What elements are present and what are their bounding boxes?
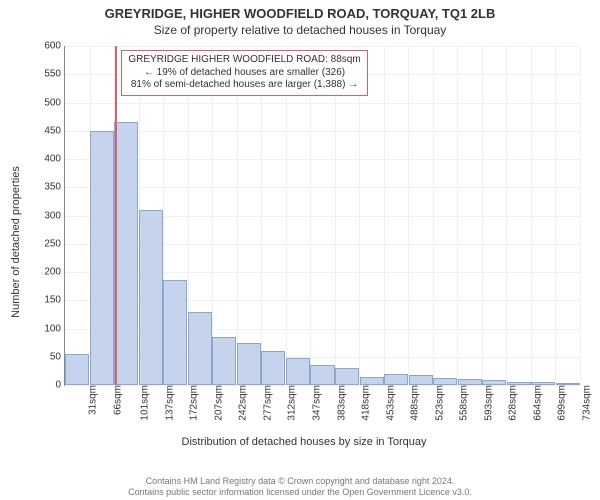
x-tick-label: 66sqm <box>110 385 123 415</box>
y-tick-label: 50 <box>50 351 65 362</box>
chart-title-sub: Size of property relative to detached ho… <box>0 21 600 41</box>
histogram-bar <box>261 351 285 385</box>
histogram-bar <box>310 365 334 385</box>
y-tick-label: 350 <box>44 182 65 193</box>
histogram-bar <box>556 383 580 385</box>
gridline-v <box>237 46 238 385</box>
x-tick-label: 383sqm <box>334 385 347 421</box>
gridline-v <box>555 46 556 385</box>
gridline-v <box>531 46 532 385</box>
histogram-bar <box>139 210 163 385</box>
histogram-bar <box>212 337 236 385</box>
chart-title-main: GREYRIDGE, HIGHER WOODFIELD ROAD, TORQUA… <box>0 0 600 21</box>
y-tick-label: 400 <box>44 154 65 165</box>
gridline-v <box>384 46 385 385</box>
y-tick-label: 450 <box>44 125 65 136</box>
y-tick-label: 550 <box>44 69 65 80</box>
histogram-bar <box>458 379 482 385</box>
histogram-bar <box>384 374 408 385</box>
y-tick-label: 200 <box>44 267 65 278</box>
annotation-line-1: GREYRIDGE HIGHER WOODFIELD ROAD: 88sqm <box>128 54 360 67</box>
y-tick-label: 600 <box>44 41 65 52</box>
x-tick-label: 523sqm <box>432 385 445 421</box>
gridline-v <box>335 46 336 385</box>
footer-attribution: Contains HM Land Registry data © Crown c… <box>0 476 600 498</box>
gridline-v <box>310 46 311 385</box>
y-axis-label: Number of detached properties <box>10 166 22 318</box>
footer-line-2: Contains public sector information licen… <box>0 487 600 498</box>
histogram-bar <box>114 122 138 385</box>
x-tick-label: 242sqm <box>236 385 249 421</box>
histogram-bar <box>286 358 310 385</box>
x-tick-label: 453sqm <box>383 385 396 421</box>
histogram-bar <box>335 368 359 385</box>
gridline-v <box>261 46 262 385</box>
gridline-v <box>433 46 434 385</box>
histogram-bar <box>531 382 555 385</box>
annotation-line-3: 81% of semi-detached houses are larger (… <box>128 79 360 92</box>
gridline-v <box>482 46 483 385</box>
gridline-h <box>65 46 580 47</box>
gridline-h <box>65 131 580 132</box>
gridline-v <box>408 46 409 385</box>
gridline-v <box>580 46 581 385</box>
y-tick-label: 0 <box>55 380 65 391</box>
histogram-bar <box>482 380 506 385</box>
gridline-v <box>286 46 287 385</box>
histogram-bar <box>409 375 433 385</box>
gridline-h <box>65 159 580 160</box>
x-tick-label: 207sqm <box>211 385 224 421</box>
y-tick-label: 150 <box>44 295 65 306</box>
y-tick-label: 500 <box>44 97 65 108</box>
x-tick-label: 628sqm <box>505 385 518 421</box>
y-tick-label: 300 <box>44 210 65 221</box>
x-tick-label: 734sqm <box>579 385 592 421</box>
x-tick-label: 418sqm <box>358 385 371 421</box>
x-tick-label: 101sqm <box>138 385 151 421</box>
footer-line-1: Contains HM Land Registry data © Crown c… <box>0 476 600 487</box>
gridline-v <box>457 46 458 385</box>
x-tick-label: 172sqm <box>187 385 200 421</box>
gridline-v <box>506 46 507 385</box>
histogram-bar <box>360 377 384 385</box>
x-tick-label: 137sqm <box>162 385 175 421</box>
histogram-bar <box>65 354 89 385</box>
gridline-h <box>65 187 580 188</box>
x-tick-label: 558sqm <box>456 385 469 421</box>
x-tick-label: 347sqm <box>309 385 322 421</box>
histogram-bar <box>90 131 114 385</box>
chart-area: Number of detached properties 0501001502… <box>24 42 584 442</box>
x-tick-label: 699sqm <box>554 385 567 421</box>
subject-marker-line <box>115 46 117 385</box>
histogram-bar <box>237 343 261 385</box>
histogram-bar <box>188 312 212 385</box>
histogram-bar <box>163 280 187 385</box>
annotation-box: GREYRIDGE HIGHER WOODFIELD ROAD: 88sqm ←… <box>121 50 367 96</box>
gridline-h <box>65 103 580 104</box>
x-tick-label: 277sqm <box>260 385 273 421</box>
histogram-bar <box>433 378 457 385</box>
plot-region: 05010015020025030035040045050055060031sq… <box>64 46 580 386</box>
gridline-v <box>359 46 360 385</box>
y-tick-label: 250 <box>44 238 65 249</box>
x-tick-label: 488sqm <box>407 385 420 421</box>
x-tick-label: 593sqm <box>481 385 494 421</box>
histogram-bar <box>507 382 531 385</box>
x-axis-label: Distribution of detached houses by size … <box>24 436 584 448</box>
annotation-line-2: ← 19% of detached houses are smaller (32… <box>128 67 360 80</box>
gridline-v <box>212 46 213 385</box>
x-tick-label: 664sqm <box>530 385 543 421</box>
x-tick-label: 31sqm <box>86 385 99 415</box>
x-tick-label: 312sqm <box>285 385 298 421</box>
y-tick-label: 100 <box>44 323 65 334</box>
